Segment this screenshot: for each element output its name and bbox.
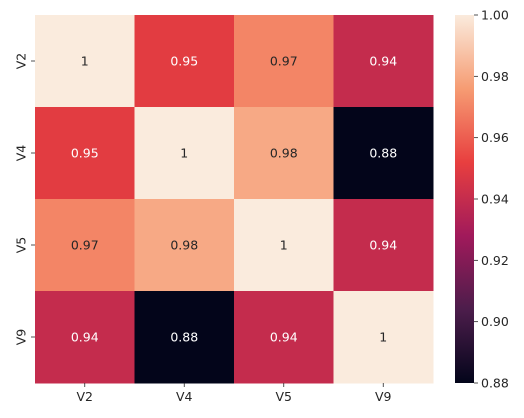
x-tick-label: V5	[275, 389, 292, 404]
y-tick-label: V4	[14, 145, 29, 162]
heatmap-cell	[134, 15, 235, 108]
cell-annotation: 0.97	[71, 238, 99, 253]
y-tick-label: V5	[14, 237, 29, 254]
cell-annotation: 0.98	[170, 238, 198, 253]
heatmap-cell	[234, 15, 334, 108]
colorbar-tick-label: 0.88	[481, 376, 509, 391]
heatmap-cells: 1 0.95 0.97 0.94 0.95 1 0.98 0.88 0.97 0.98 1 0.94 0…	[35, 15, 434, 384]
heatmap-cell	[35, 291, 135, 384]
y-axis: V2 V4 V5 V9	[14, 53, 35, 346]
heatmap-cell	[234, 291, 334, 384]
cell-annotation: 0.88	[170, 330, 198, 345]
cell-annotation: 0.95	[170, 54, 198, 69]
x-tick-label: V9	[375, 389, 392, 404]
cell-annotation: 0.98	[270, 146, 298, 161]
cell-annotation: 0.94	[369, 54, 397, 69]
cell-annotation: 0.88	[369, 146, 397, 161]
cell-annotation: 0.95	[71, 146, 99, 161]
y-tick-label: V2	[14, 53, 29, 70]
heatmap-cell	[234, 107, 334, 200]
heatmap-cell	[35, 107, 135, 200]
colorbar: 0.88 0.90 0.92 0.94 0.96 0.98 1.00	[455, 8, 509, 391]
heatmap-cell	[35, 199, 135, 292]
x-tick-label: V4	[176, 389, 193, 404]
heatmap-cell	[333, 291, 434, 384]
cell-annotation: 1	[180, 146, 188, 161]
cell-annotation: 1	[280, 238, 288, 253]
heatmap-cell	[333, 199, 434, 292]
colorbar-tick-label: 0.98	[481, 69, 509, 84]
cell-annotation: 0.94	[270, 330, 298, 345]
y-tick-label: V9	[14, 329, 29, 346]
cell-annotation: 1	[379, 330, 387, 345]
colorbar-gradient	[455, 15, 474, 383]
cell-annotation: 1	[81, 54, 89, 69]
heatmap-cell	[134, 291, 235, 384]
cell-annotation: 0.94	[369, 238, 397, 253]
colorbar-tick-label: 0.90	[481, 314, 509, 329]
colorbar-tick-label: 1.00	[481, 8, 509, 23]
heatmap-cell	[234, 199, 334, 292]
heatmap-cell	[134, 199, 235, 292]
colorbar-tick-label: 0.92	[481, 253, 509, 268]
heatmap-cell	[35, 15, 135, 108]
heatmap-cell	[333, 15, 434, 108]
colorbar-tick-label: 0.96	[481, 130, 509, 145]
x-axis: V2 V4 V5 V9	[76, 383, 392, 404]
heatmap-cell	[333, 107, 434, 200]
heatmap-cell	[134, 107, 235, 200]
colorbar-tick-label: 0.94	[481, 192, 509, 207]
cell-annotation: 0.94	[71, 330, 99, 345]
x-tick-label: V2	[76, 389, 93, 404]
cell-annotation: 0.97	[270, 54, 298, 69]
